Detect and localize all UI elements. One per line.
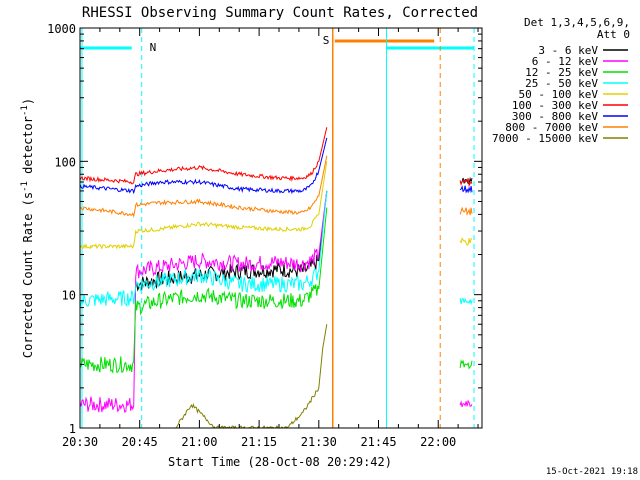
x-axis-label: Start Time (28-Oct-08 20:29:42) — [168, 455, 392, 469]
saa-flag-label: S — [323, 34, 330, 47]
series-layer — [79, 127, 473, 430]
x-tick-label: 20:45 — [122, 435, 158, 449]
x-tick-label: 21:45 — [360, 435, 396, 449]
x-tick-label: 21:00 — [181, 435, 217, 449]
night-flag-label: N — [150, 41, 157, 54]
x-tick-label: 21:30 — [301, 435, 337, 449]
legend-label: 300 - 800 keV — [512, 110, 598, 123]
x-tick-label: 20:30 — [62, 435, 98, 449]
legend-label: 3 - 6 keV — [538, 44, 598, 57]
series-line — [79, 161, 328, 250]
axis-ticks: 20:30 20:45 21:00 21:15 21:30 21:45 22:00 1 10 10… — [47, 22, 482, 449]
legend-header: Det 1,3,4,5,6,9, — [524, 16, 630, 29]
x-tick-label: 21:15 — [241, 435, 277, 449]
chart-title: RHESSI Observing Summary Count Rates, Co… — [82, 5, 478, 21]
series-line — [79, 137, 328, 195]
series-line — [79, 155, 328, 218]
series-segment — [459, 399, 473, 408]
series-segment — [459, 206, 473, 216]
series-line — [79, 190, 328, 309]
legend-header: Att 0 — [597, 28, 630, 41]
footer-timestamp: 15-Oct-2021 19:18 — [546, 467, 638, 477]
flags-layer: NS — [80, 28, 475, 428]
y-tick-label: 100 — [54, 155, 76, 169]
legend-label: 50 - 100 keV — [519, 88, 599, 101]
series-segment — [459, 185, 473, 194]
series-segment — [459, 359, 473, 370]
series-line — [79, 127, 328, 185]
y-tick-label: 10 — [62, 289, 76, 303]
legend-label: 7000 - 15000 keV — [492, 132, 598, 145]
y-tick-label: 1000 — [47, 22, 76, 36]
series-line — [135, 190, 328, 292]
series-line — [79, 207, 328, 375]
legend-label: 800 - 7000 keV — [505, 121, 598, 134]
legend-label: 25 - 50 keV — [525, 77, 598, 90]
series-segment — [459, 297, 473, 306]
plot-frame — [79, 27, 483, 429]
series-segment — [459, 178, 473, 188]
series-segment — [459, 237, 472, 246]
legend-label: 6 - 12 keV — [532, 55, 599, 68]
x-tick-label: 22:00 — [420, 435, 456, 449]
legend-label: 12 - 25 keV — [525, 66, 598, 79]
y-tick-label: 1 — [69, 422, 76, 436]
series-line — [79, 190, 328, 413]
legend-label: 100 - 300 keV — [512, 99, 598, 112]
y-axis-label: Corrected Count Rate (s-1 detector-1) — [20, 98, 35, 358]
series-line — [175, 324, 328, 430]
